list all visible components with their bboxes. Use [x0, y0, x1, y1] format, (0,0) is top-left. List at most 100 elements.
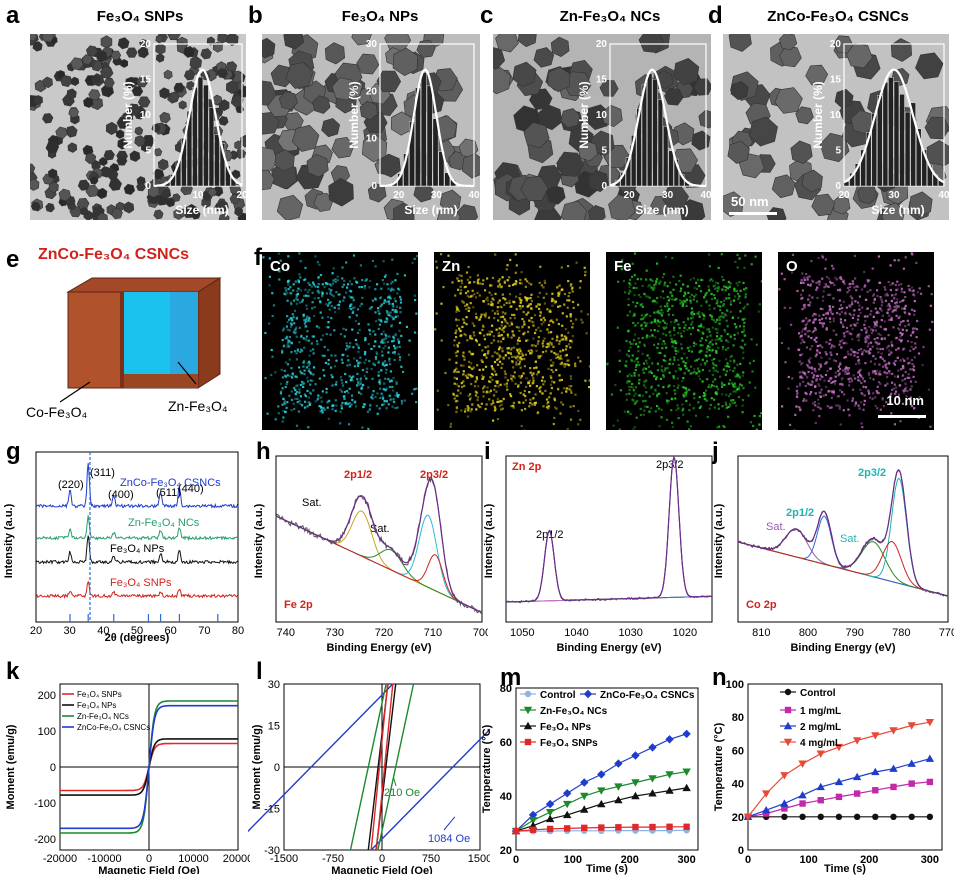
eds-signal-pixel — [674, 341, 677, 344]
eds-signal-pixel — [497, 331, 500, 334]
eds-signal-pixel — [674, 339, 677, 343]
eds-signal-pixel — [308, 317, 311, 320]
eds-signal-pixel — [699, 290, 702, 293]
eds-signal-pixel — [467, 360, 471, 363]
eds-signal-pixel — [296, 290, 299, 293]
eds-signal-pixel — [391, 308, 394, 311]
eds-signal-pixel — [336, 279, 339, 282]
eds-signal-pixel — [561, 403, 565, 406]
eds-signal-pixel — [492, 394, 496, 397]
eds-signal-pixel — [381, 279, 384, 282]
eds-signal-pixel — [380, 296, 383, 299]
eds-signal-pixel — [551, 292, 554, 295]
eds-signal-pixel — [907, 373, 910, 376]
eds-signal-pixel — [830, 406, 833, 409]
eds-signal-pixel — [535, 328, 538, 331]
eds-signal-pixel — [907, 323, 910, 326]
eds-signal-pixel — [666, 285, 669, 288]
eds-signal-pixel — [468, 307, 471, 310]
eds-signal-pixel — [750, 263, 753, 266]
mh-loop-branch — [370, 683, 389, 851]
eds-signal-pixel — [830, 353, 833, 357]
eds-signal-pixel — [844, 356, 848, 359]
eds-signal-pixel — [482, 368, 485, 371]
eds-signal-pixel — [559, 356, 562, 359]
nanoparticle — [832, 195, 851, 215]
nanoparticle — [390, 111, 413, 136]
eds-signal-pixel — [519, 391, 522, 395]
eds-signal-pixel — [846, 399, 849, 402]
eds-signal-pixel — [662, 386, 665, 389]
eds-signal-pixel — [382, 260, 385, 263]
eds-signal-pixel — [289, 317, 292, 320]
eds-signal-pixel — [881, 347, 885, 351]
eds-signal-pixel — [723, 313, 727, 316]
nanoparticle — [139, 39, 148, 48]
eds-signal-pixel — [637, 345, 640, 348]
eds-signal-pixel — [550, 368, 553, 372]
eds-signal-pixel — [914, 346, 917, 349]
eds-signal-pixel — [628, 380, 631, 383]
eds-signal-pixel — [860, 422, 863, 425]
eds-signal-pixel — [586, 313, 589, 316]
eds-signal-pixel — [812, 376, 815, 379]
eds-signal-pixel — [696, 300, 699, 303]
eds-signal-pixel — [734, 390, 737, 393]
eds-signal-pixel — [307, 426, 310, 429]
eds-signal-pixel — [706, 335, 709, 338]
eds-signal-pixel — [532, 379, 535, 382]
eds-signal-pixel — [654, 283, 657, 286]
eds-signal-pixel — [346, 286, 349, 289]
eds-signal-pixel — [284, 361, 288, 364]
eds-signal-pixel — [739, 301, 742, 304]
eds-signal-pixel — [891, 372, 894, 375]
histogram-bar — [652, 78, 658, 187]
eds-signal-pixel — [579, 280, 582, 283]
eds-signal-pixel — [572, 405, 575, 408]
eds-signal-pixel — [712, 380, 715, 383]
eds-signal-pixel — [396, 292, 399, 295]
eds-signal-pixel — [846, 350, 849, 353]
eds-signal-pixel — [388, 335, 391, 338]
eds-signal-pixel — [270, 373, 273, 377]
eds-signal-pixel — [322, 369, 325, 372]
eds-signal-pixel — [453, 339, 456, 342]
tick-label: 40 — [97, 625, 109, 637]
eds-signal-pixel — [370, 347, 373, 351]
eds-signal-pixel — [486, 333, 489, 336]
eds-signal-pixel — [333, 329, 336, 332]
eds-signal-pixel — [459, 285, 462, 288]
eds-signal-pixel — [482, 390, 485, 393]
eds-signal-pixel — [296, 348, 299, 351]
eds-signal-pixel — [348, 387, 351, 390]
eds-signal-pixel — [648, 371, 651, 374]
eds-signal-pixel — [683, 352, 686, 355]
tick-label: 5 — [835, 146, 841, 157]
eds-signal-pixel — [296, 397, 299, 400]
eds-signal-pixel — [503, 318, 506, 321]
eds-signal-pixel — [803, 303, 806, 306]
peak-label: (220) — [58, 479, 84, 491]
eds-signal-pixel — [661, 365, 664, 368]
data-point — [580, 805, 589, 813]
eds-signal-pixel — [740, 345, 743, 348]
eds-signal-pixel — [630, 359, 633, 362]
eds-signal-pixel — [640, 324, 643, 327]
eds-signal-pixel — [382, 330, 385, 333]
eds-signal-pixel — [368, 408, 371, 411]
eds-signal-pixel — [478, 343, 481, 346]
eds-signal-pixel — [469, 393, 472, 396]
eds-signal-pixel — [281, 376, 284, 379]
eds-signal-pixel — [631, 382, 634, 385]
eds-signal-pixel — [875, 319, 878, 322]
eds-signal-pixel — [678, 326, 681, 330]
eds-signal-pixel — [386, 318, 389, 321]
peak-label: 2p1/2 — [536, 529, 564, 541]
eds-signal-pixel — [904, 403, 908, 406]
eds-signal-pixel — [743, 317, 746, 320]
eds-signal-pixel — [501, 311, 504, 314]
eds-signal-pixel — [712, 362, 715, 365]
eds-signal-pixel — [839, 363, 842, 366]
eds-signal-pixel — [469, 396, 472, 399]
core-shell-schematic — [66, 277, 222, 389]
